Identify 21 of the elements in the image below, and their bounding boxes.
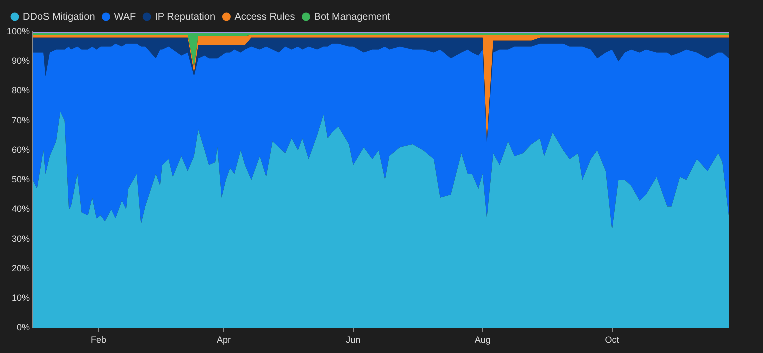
legend-label: Bot Management <box>314 12 391 23</box>
y-tick-label: 70% <box>12 115 30 126</box>
y-tick-label: 60% <box>12 144 30 155</box>
legend-label: IP Reputation <box>155 12 216 23</box>
legend-label: DDoS Mitigation <box>23 12 96 23</box>
legend-label: WAF <box>114 12 136 23</box>
y-tick-label: 10% <box>12 293 30 304</box>
x-tick-label: Oct <box>605 335 620 346</box>
y-tick-label: 40% <box>12 204 30 214</box>
y-tick-label: 0% <box>17 322 30 333</box>
x-tick-label: Feb <box>91 335 107 346</box>
y-tick-label: 30% <box>12 234 30 244</box>
x-tick-label: Apr <box>216 335 231 346</box>
legend-label: Access Rules <box>234 12 296 23</box>
x-tick-label: Jun <box>346 335 361 346</box>
y-tick-label: 80% <box>12 86 30 96</box>
y-tick-label: 20% <box>12 263 30 274</box>
y-tick-label: 50% <box>12 174 30 185</box>
x-tick-label: Aug <box>474 335 491 346</box>
y-tick-label: 100% <box>6 26 30 36</box>
y-tick-label: 90% <box>12 56 30 66</box>
